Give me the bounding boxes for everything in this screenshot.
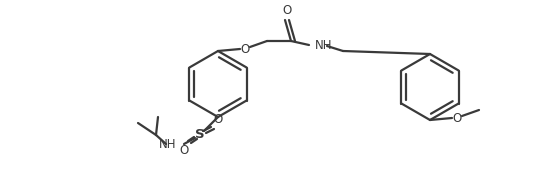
Text: O: O bbox=[453, 111, 461, 125]
Text: NH: NH bbox=[158, 138, 176, 152]
Text: S: S bbox=[195, 128, 205, 142]
Text: O: O bbox=[282, 3, 292, 17]
Text: O: O bbox=[240, 42, 249, 56]
Text: NH: NH bbox=[315, 39, 333, 51]
Text: O: O bbox=[213, 112, 223, 126]
Text: O: O bbox=[179, 144, 189, 158]
